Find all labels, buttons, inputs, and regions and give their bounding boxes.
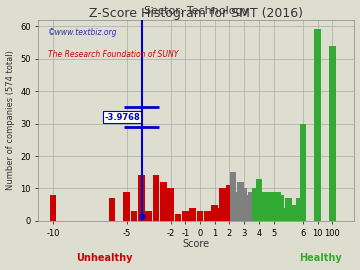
- Bar: [314, 29, 321, 221]
- Title: Z-Score Histogram for SMT (2016): Z-Score Histogram for SMT (2016): [89, 7, 303, 20]
- Bar: [267, 192, 273, 221]
- Bar: [219, 188, 225, 221]
- Bar: [175, 214, 181, 221]
- Bar: [226, 185, 233, 221]
- Bar: [285, 198, 292, 221]
- Bar: [296, 198, 303, 221]
- Bar: [237, 182, 244, 221]
- Bar: [292, 205, 299, 221]
- Text: ©www.textbiz.org: ©www.textbiz.org: [48, 28, 117, 37]
- Bar: [167, 188, 174, 221]
- Bar: [289, 211, 295, 221]
- Bar: [197, 211, 203, 221]
- Bar: [300, 124, 306, 221]
- Bar: [182, 211, 189, 221]
- Bar: [244, 195, 251, 221]
- X-axis label: Score: Score: [183, 239, 210, 249]
- Bar: [204, 211, 211, 221]
- Bar: [189, 208, 196, 221]
- Bar: [145, 211, 152, 221]
- Bar: [123, 192, 130, 221]
- Bar: [109, 198, 115, 221]
- Bar: [263, 192, 270, 221]
- Bar: [222, 188, 229, 221]
- Text: -3.9768: -3.9768: [104, 113, 140, 122]
- Bar: [50, 195, 57, 221]
- Bar: [256, 179, 262, 221]
- Bar: [241, 188, 247, 221]
- Bar: [248, 192, 255, 221]
- Bar: [160, 182, 167, 221]
- Bar: [211, 205, 218, 221]
- Text: Healthy: Healthy: [299, 253, 342, 263]
- Bar: [270, 192, 277, 221]
- Bar: [230, 172, 237, 221]
- Bar: [138, 176, 145, 221]
- Bar: [153, 176, 159, 221]
- Text: The Research Foundation of SUNY: The Research Foundation of SUNY: [48, 50, 178, 59]
- Bar: [278, 195, 284, 221]
- Bar: [234, 192, 240, 221]
- Y-axis label: Number of companies (574 total): Number of companies (574 total): [5, 50, 14, 190]
- Bar: [252, 188, 258, 221]
- Bar: [215, 208, 222, 221]
- Bar: [281, 208, 288, 221]
- Bar: [131, 211, 137, 221]
- Bar: [329, 46, 336, 221]
- Text: Sector: Technology: Sector: Technology: [144, 6, 249, 16]
- Bar: [274, 192, 280, 221]
- Text: Unhealthy: Unhealthy: [76, 253, 133, 263]
- Bar: [259, 192, 266, 221]
